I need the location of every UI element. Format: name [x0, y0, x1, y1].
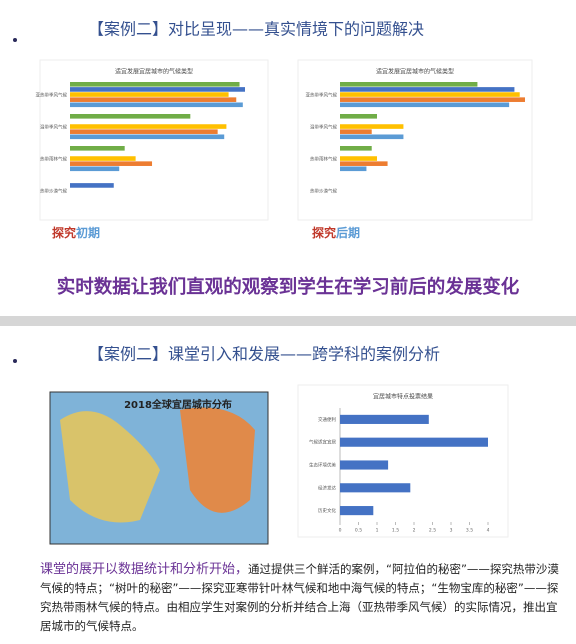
bar — [340, 102, 510, 108]
bullet — [13, 359, 17, 363]
bar — [340, 483, 411, 493]
paragraph: 课堂的展开以数据统计和分析开始，通过提供三个鲜活的案例，“阿拉伯的秘密”——探究… — [40, 560, 562, 636]
category-label: 经济发达 — [318, 484, 336, 491]
category-label: 热带雨林气候 — [40, 155, 67, 162]
chart-title: 适宜发展宜居城市的气候类型 — [376, 68, 454, 76]
bar — [340, 129, 372, 134]
separator — [0, 316, 576, 326]
paragraph-lead: 课堂的展开以数据统计和分析开始， — [40, 562, 249, 577]
category-label: 亚热带季风气候 — [36, 91, 68, 98]
category-label: 温带季风气候 — [40, 123, 67, 130]
chart-title: 适宜发展宜居城市的气候类型 — [115, 68, 193, 76]
x-tick-label: 2.5 — [429, 528, 436, 534]
bar — [70, 87, 245, 92]
bar — [70, 134, 225, 140]
bar — [340, 87, 515, 92]
bullet — [13, 38, 17, 42]
label-part: 探究 — [52, 225, 76, 240]
bar — [340, 166, 367, 172]
paragraph-body: 通过提供三个鲜活的案例，“阿拉伯的秘密”——探究热带沙漠气候的特点；“树叶的秘密… — [40, 562, 559, 633]
chart-frame — [39, 59, 269, 221]
bar — [340, 437, 488, 447]
category-label: 热带雨林气候 — [310, 155, 337, 162]
category-label: 热带沙漠气候 — [40, 187, 67, 194]
map-land — [180, 407, 255, 513]
bar — [340, 414, 429, 424]
bar — [340, 506, 374, 516]
bar — [70, 82, 240, 87]
bar — [340, 82, 478, 87]
x-tick-label: 0 — [339, 528, 342, 534]
caption: 实时数据让我们直观的观察到学生在学习前后的发展变化 — [57, 276, 520, 298]
bar — [70, 156, 136, 161]
bar — [70, 146, 125, 151]
bar — [70, 97, 237, 102]
category-label: 交通便利 — [318, 416, 336, 423]
bar — [340, 460, 389, 470]
stage-label: 探究后期 — [312, 225, 360, 240]
bar — [70, 114, 191, 119]
bar — [70, 92, 229, 97]
x-tick-label: 4 — [487, 528, 490, 534]
bar — [340, 114, 377, 119]
map-title: 2018全球宜居城市分布 — [124, 398, 232, 411]
bar — [340, 156, 377, 161]
category-label: 亚热带季风气候 — [306, 91, 338, 98]
category-label: 气候适宜宜居 — [309, 439, 336, 446]
slide-title: 【案例二】课堂引入和发展——跨学科的案例分析 — [88, 345, 440, 364]
bar — [70, 102, 243, 108]
bar — [340, 97, 525, 102]
label-part: 探究 — [312, 225, 336, 240]
bar — [70, 129, 218, 134]
category-label: 生态环境优美 — [309, 462, 336, 469]
chart-frame — [297, 384, 509, 538]
bar — [70, 161, 153, 166]
bar — [340, 146, 372, 151]
chart-title: 宜居城市特点投票结果 — [373, 393, 433, 401]
x-tick-label: 0.5 — [355, 528, 362, 534]
bar — [340, 124, 404, 129]
label-part: 后期 — [336, 225, 360, 240]
x-tick-label: 2 — [413, 528, 416, 534]
x-tick-label: 3 — [450, 528, 453, 534]
bar — [340, 92, 520, 97]
bar — [70, 166, 120, 172]
bar — [70, 124, 227, 129]
chart-frame — [297, 59, 533, 221]
x-tick-label: 3.5 — [466, 528, 473, 534]
category-label: 热带沙漠气候 — [310, 187, 337, 194]
bar — [70, 183, 114, 188]
slide-title: 【案例二】对比呈现——真实情境下的问题解决 — [88, 20, 424, 39]
label-part: 初期 — [76, 225, 100, 240]
category-label: 温带季风气候 — [310, 123, 337, 130]
category-label: 历史文化 — [318, 507, 336, 514]
map-land — [60, 411, 160, 523]
bar — [340, 161, 388, 166]
x-tick-label: 1.5 — [392, 528, 399, 534]
bar — [340, 134, 404, 140]
stage-label: 探究初期 — [52, 225, 100, 240]
x-tick-label: 1 — [376, 528, 379, 534]
